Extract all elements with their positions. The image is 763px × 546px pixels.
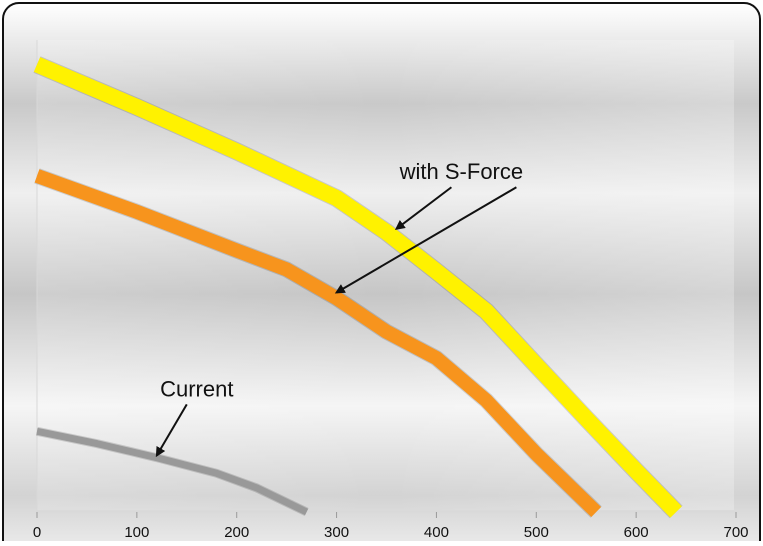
x-tick-label: 500 <box>524 524 549 541</box>
annotation-arrow <box>155 403 188 458</box>
x-tick-layer: 0 100 200 300 400 500 600 700 <box>33 512 749 541</box>
x-tick-label: 100 <box>124 524 149 541</box>
x-tick-label: 700 <box>723 524 748 541</box>
x-tick-label: 600 <box>624 524 649 541</box>
series-line-orange <box>34 169 602 518</box>
series-line-yellow <box>33 57 682 518</box>
annotation-s-force-label: with S-Force <box>399 159 523 184</box>
series-line-current <box>36 427 309 516</box>
x-tick-label: 400 <box>424 524 449 541</box>
x-tick-label: 200 <box>224 524 249 541</box>
annotation-current-label: Current <box>160 376 233 401</box>
annotation-arrow <box>334 186 517 294</box>
annotation-arrow <box>394 186 452 231</box>
x-tick-label: 300 <box>324 524 349 541</box>
annotation-layer: with S-Force Current <box>155 159 523 458</box>
series-layer <box>33 56 683 519</box>
x-tick-label: 0 <box>33 524 41 541</box>
